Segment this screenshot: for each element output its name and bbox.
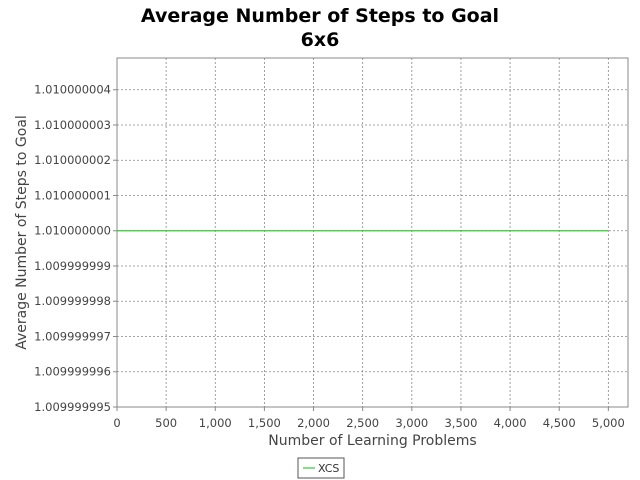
x-tick-label: 500 bbox=[155, 416, 177, 430]
chart-title: Average Number of Steps to Goal bbox=[141, 5, 499, 27]
axes bbox=[113, 57, 629, 411]
y-tick-label: 1.010000003 bbox=[34, 118, 111, 132]
y-tick-label: 1.010000001 bbox=[34, 188, 111, 202]
legend-label: XCS bbox=[318, 462, 339, 475]
x-tick-label: 5,000 bbox=[592, 416, 625, 430]
x-tick-label: 2,500 bbox=[346, 416, 379, 430]
x-tick-label: 4,000 bbox=[494, 416, 527, 430]
x-tick-label: 3,500 bbox=[444, 416, 477, 430]
chart-subtitle: 6x6 bbox=[301, 29, 340, 51]
tick-labels: 0 500 1,000 1,500 2,000 2,500 3,000 3,500 4,000 4… bbox=[34, 83, 625, 430]
y-axis-label: Average Number of Steps to Goal bbox=[14, 115, 30, 350]
y-tick-label: 1.010000002 bbox=[34, 153, 111, 167]
x-tick-label: 2,000 bbox=[297, 416, 330, 430]
y-tick-label: 1.010000004 bbox=[34, 83, 111, 97]
plot-area bbox=[117, 58, 628, 407]
x-tick-label: 0 bbox=[113, 416, 120, 430]
y-tick-label: 1.009999999 bbox=[34, 259, 111, 273]
x-tick-label: 1,000 bbox=[199, 416, 232, 430]
y-tick-label: 1.009999995 bbox=[34, 400, 111, 414]
legend-box bbox=[297, 457, 345, 479]
y-tick-label: 1.009999997 bbox=[34, 329, 111, 343]
y-tick-label: 1.010000000 bbox=[34, 224, 111, 238]
x-tick-label: 3,000 bbox=[395, 416, 428, 430]
plot-border bbox=[116, 57, 629, 408]
y-tick-label: 1.009999998 bbox=[34, 294, 111, 308]
x-axis-label: Number of Learning Problems bbox=[268, 433, 476, 449]
x-tick-label: 1,500 bbox=[248, 416, 281, 430]
grid bbox=[116, 58, 628, 408]
y-tick-label: 1.009999996 bbox=[34, 365, 111, 379]
legend: XCS bbox=[297, 457, 345, 479]
x-tick-label: 4,500 bbox=[543, 416, 576, 430]
